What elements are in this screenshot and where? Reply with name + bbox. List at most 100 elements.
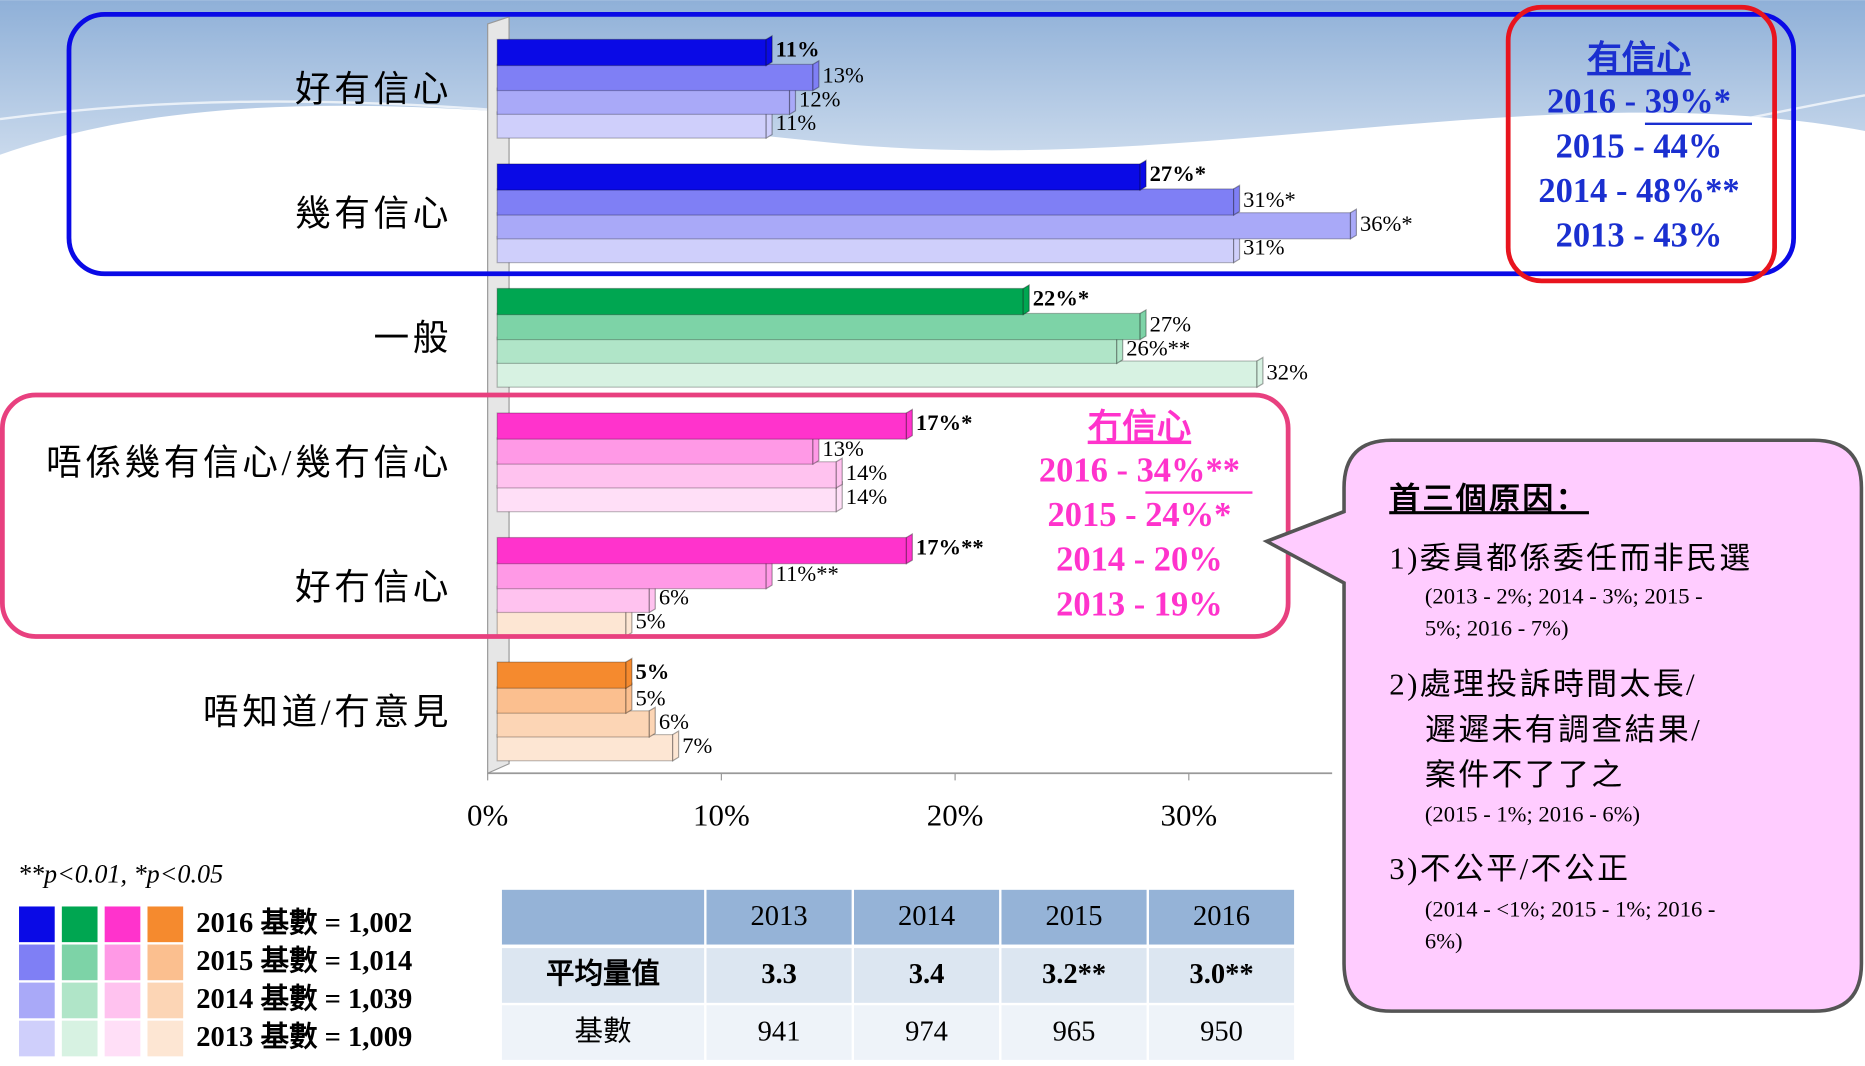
- table-cell: [1148, 1005, 1295, 1060]
- bar: [496, 87, 791, 115]
- table-cell-text: 941: [758, 1016, 801, 1047]
- bar: [496, 686, 627, 714]
- legend-swatch: [19, 906, 55, 943]
- bar-cap: [1139, 308, 1147, 341]
- value-label: 11%: [776, 110, 817, 135]
- bar-cap: [625, 657, 633, 690]
- bar-cap: [905, 532, 913, 565]
- annotation-line: 2015 - 44%: [1556, 127, 1723, 165]
- bar: [496, 312, 1141, 341]
- table-cell-text: 3.4: [909, 959, 945, 990]
- table-cell-text: 3.3: [761, 959, 797, 990]
- bar-cap: [1256, 356, 1264, 389]
- table-cell: [706, 948, 852, 1003]
- legend-swatch: [61, 944, 98, 981]
- value-label: 36%*: [1360, 211, 1413, 236]
- legend-label: 2014 基數 = 1,039: [196, 983, 412, 1015]
- bar: [496, 484, 837, 513]
- value-label: 14%: [846, 484, 888, 509]
- value-label: 5%: [635, 659, 669, 684]
- bar: [496, 734, 674, 762]
- bar: [496, 461, 837, 489]
- value-label: 17%**: [916, 535, 984, 560]
- annotation-title: 冇信心: [1088, 409, 1191, 447]
- callout-sub: 6%): [1425, 929, 1463, 954]
- bar-cap: [1233, 184, 1241, 217]
- bar-cap: [1022, 283, 1030, 316]
- table-cell: [1148, 948, 1295, 1003]
- annotation-title: 有信心: [1587, 40, 1690, 78]
- table-cell-text: 965: [1053, 1016, 1096, 1047]
- legend-swatch: [61, 1020, 98, 1057]
- legend-swatch: [147, 1020, 184, 1057]
- x-tick-label: 20%: [927, 798, 984, 833]
- legend-label: 2013 基數 = 1,009: [196, 1021, 412, 1053]
- callout-sub: (2013 - 2%; 2014 - 3%; 2015 -: [1425, 584, 1703, 609]
- table-cell-text: 3.2**: [1042, 959, 1106, 990]
- bar-cap: [1349, 208, 1358, 240]
- table-cell: [501, 1005, 705, 1060]
- category-label: 一般: [373, 318, 451, 358]
- legend-swatch: [61, 906, 98, 943]
- table-cell: [853, 1005, 1000, 1060]
- bar: [496, 585, 650, 614]
- table-cell-text: 974: [905, 1016, 948, 1047]
- legend-swatch: [147, 944, 184, 981]
- x-tick-label: 30%: [1160, 798, 1217, 833]
- callout-sub: 5%; 2016 - 7%): [1425, 616, 1569, 641]
- value-label: 13%: [822, 63, 864, 88]
- value-label: 6%: [659, 585, 689, 610]
- callout-sub: (2014 - <1%; 2015 - 1%; 2016 -: [1425, 896, 1716, 921]
- group-box: [66, 12, 1797, 277]
- category-label: 唔知道/冇意見: [203, 692, 452, 732]
- bar-cap: [765, 34, 773, 67]
- annotation-line: 2016 - 34%**: [1039, 451, 1240, 489]
- annotation-line: 2015 - 24%*: [1048, 496, 1232, 534]
- category-label: 好冇信心: [295, 567, 452, 607]
- table-cell: [1148, 889, 1295, 945]
- note: **p<0.01, *p<0.05: [18, 860, 223, 889]
- callout-item: 案件不了了之: [1425, 757, 1625, 792]
- table-cell: [1001, 1005, 1147, 1060]
- callout-title: 首三個原因：: [1389, 481, 1589, 516]
- legend-swatch: [61, 982, 98, 1019]
- table-cell: [1001, 948, 1147, 1003]
- table-header: 2013: [751, 901, 808, 932]
- bar-cap: [672, 729, 680, 762]
- value-label: 27%*: [1150, 161, 1206, 186]
- bar: [496, 710, 650, 738]
- callout-item: 1)委員都係委任而非民選: [1389, 541, 1752, 576]
- callout-sub: (2015 - 1%; 2016 - 6%): [1425, 801, 1640, 826]
- value-label: 5%: [635, 608, 665, 633]
- legend-swatch: [19, 1020, 55, 1057]
- value-label: 14%: [846, 460, 888, 485]
- value-label: 22%*: [1033, 286, 1089, 311]
- bar-cap: [812, 59, 820, 92]
- value-label: 12%: [799, 86, 841, 111]
- bar: [496, 661, 627, 689]
- legend-swatch: [19, 944, 55, 981]
- value-label: 32%: [1266, 359, 1308, 384]
- table-row-label: 平均量值: [546, 958, 660, 990]
- annotation-line: 2013 - 43%: [1556, 217, 1723, 255]
- bar: [496, 561, 767, 590]
- value-label: 17%*: [916, 410, 972, 435]
- annotation-line: 2014 - 20%: [1056, 541, 1223, 579]
- value-label: 5%: [635, 685, 665, 710]
- bar: [496, 188, 1235, 216]
- annotation-line: 2014 - 48%**: [1538, 172, 1739, 210]
- bar-cap: [835, 457, 843, 489]
- legend-swatch: [147, 982, 184, 1019]
- x-tick-label: 10%: [693, 798, 750, 833]
- bar: [496, 536, 907, 565]
- bar: [496, 235, 1235, 264]
- bar: [496, 38, 767, 67]
- legend-swatch: [104, 1020, 141, 1057]
- bars: [496, 34, 1358, 762]
- table-cell: [706, 1005, 852, 1060]
- bar: [496, 163, 1141, 191]
- table-header: 2014: [898, 901, 955, 932]
- background-wave: [0, 0, 1865, 155]
- table-cell: [1001, 889, 1147, 945]
- bar: [496, 412, 907, 440]
